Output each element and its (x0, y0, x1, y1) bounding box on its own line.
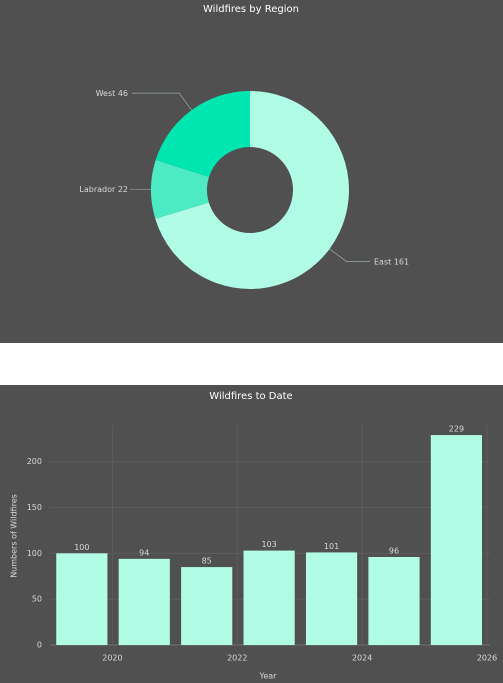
pie-slice (155, 91, 349, 289)
value-label: 100 (74, 543, 89, 552)
y-tick-label: 50 (32, 595, 42, 604)
pie-title: Wildfires by Region (203, 4, 299, 15)
pie-panel (0, 0, 503, 343)
slice-category: West (96, 89, 116, 98)
value-label: 94 (139, 548, 149, 557)
slice-label: East 161 (374, 257, 409, 266)
bar (305, 552, 358, 645)
value-label: 229 (449, 425, 464, 434)
bar (181, 567, 233, 645)
slice-label: West 46 (96, 89, 128, 98)
leader-line (132, 92, 192, 111)
value-label: 85 (202, 557, 212, 566)
bar-title: Wildfires to Date (209, 391, 292, 402)
pie-slice (151, 159, 210, 219)
y-axis-label: Numbers of Wildfires (10, 494, 19, 578)
x-tick-label: 2022 (227, 654, 247, 663)
bar (368, 557, 420, 645)
slice-category: East (374, 257, 391, 266)
x-axis-label: Year (259, 672, 278, 681)
slice-value: 161 (394, 257, 409, 266)
y-tick-label: 200 (27, 457, 42, 466)
leader-line (329, 248, 370, 262)
value-label: 103 (261, 540, 276, 549)
y-tick-label: 0 (37, 641, 42, 650)
y-tick-label: 150 (27, 503, 42, 512)
slice-label: Labrador 22 (79, 185, 128, 194)
value-label: 96 (389, 547, 399, 556)
value-label: 101 (324, 542, 339, 551)
bar (430, 435, 483, 645)
slice-value: 46 (118, 89, 128, 98)
slice-value: 22 (118, 185, 128, 194)
x-tick-label: 2026 (477, 654, 497, 663)
pie-slice (155, 91, 250, 177)
y-tick-label: 100 (27, 549, 42, 558)
bar (243, 550, 295, 645)
bar (118, 558, 170, 645)
x-tick-label: 2024 (352, 654, 372, 663)
bar (56, 553, 108, 645)
x-tick-label: 2020 (102, 654, 122, 663)
slice-category: Labrador (79, 185, 116, 194)
